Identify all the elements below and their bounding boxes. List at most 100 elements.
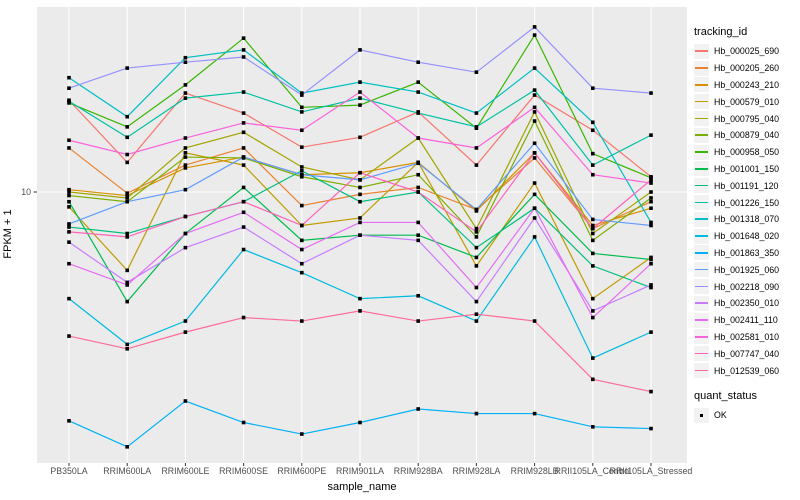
series-color-swatch (695, 336, 708, 338)
data-point (67, 99, 71, 104)
data-point (591, 223, 595, 228)
data-point (416, 90, 420, 94)
data-point (416, 190, 420, 194)
legend-key (694, 363, 709, 379)
data-point (183, 187, 188, 192)
legend-item-Hb_000879_040: Hb_000879_040 (694, 127, 798, 144)
legend-item-Hb_000958_050: Hb_000958_050 (694, 144, 798, 161)
legend-item-Hb_001925_060: Hb_001925_060 (694, 261, 798, 278)
data-point (649, 220, 653, 225)
data-point (532, 319, 537, 323)
series-color-swatch (695, 218, 708, 221)
legend-item-label: Hb_001001_150 (714, 163, 780, 174)
data-point (67, 296, 71, 301)
data-point (183, 60, 188, 65)
legend-item-Hb_012539_060: Hb_012539_060 (694, 362, 798, 379)
data-point (125, 346, 129, 351)
data-point (300, 174, 304, 179)
data-point (358, 185, 362, 190)
data-point (532, 216, 537, 220)
data-point (300, 270, 304, 275)
data-point (416, 60, 420, 65)
data-point (300, 203, 304, 208)
legend-item-label: Hb_002218_090 (714, 281, 780, 292)
data-point (241, 121, 246, 125)
data-point (532, 33, 537, 37)
data-point (532, 181, 537, 185)
legend-item-Hb_002218_090: Hb_002218_090 (694, 278, 798, 295)
data-point (649, 181, 653, 185)
data-point (474, 163, 479, 167)
data-point (649, 255, 653, 260)
legend-key (694, 94, 709, 110)
data-point (591, 356, 595, 360)
legend-item-label: Hb_000243_210 (714, 79, 780, 90)
data-point (125, 445, 129, 449)
data-point (67, 419, 71, 423)
data-point (300, 128, 304, 133)
data-point (241, 55, 246, 59)
data-point (474, 245, 479, 250)
legend-item-Hb_001226_150: Hb_001226_150 (694, 194, 798, 211)
ok-point-icon (699, 413, 704, 418)
data-point (183, 163, 188, 167)
legend-item-Hb_001863_350: Hb_001863_350 (694, 245, 798, 262)
data-point (67, 138, 71, 143)
data-point (591, 377, 595, 382)
legend-item-Hb_000795_040: Hb_000795_040 (694, 110, 798, 127)
quant-status-legend: quant_status OK (694, 390, 798, 424)
data-point (125, 135, 129, 140)
legend-item-Hb_002350_010: Hb_002350_010 (694, 295, 798, 312)
data-point (649, 175, 653, 180)
x-axis-title: sample_name (327, 481, 397, 493)
data-point (67, 205, 71, 209)
data-point (532, 151, 537, 155)
data-point (358, 135, 362, 140)
data-point (183, 151, 188, 155)
legend-title-quant-status: quant_status (694, 389, 757, 402)
data-point (591, 231, 595, 236)
data-point (649, 223, 653, 228)
data-point (358, 216, 362, 220)
x-tick-label: RRIM600PE (277, 466, 326, 476)
data-point (183, 214, 188, 219)
data-point (532, 411, 537, 416)
data-point (300, 91, 304, 95)
data-point (183, 146, 188, 150)
legend-item-label: Hb_001318_070 (714, 214, 780, 225)
data-point (649, 257, 653, 262)
data-point (474, 255, 479, 260)
data-point (241, 163, 246, 167)
data-point (591, 172, 595, 177)
data-point (300, 223, 304, 228)
data-point (649, 91, 653, 95)
data-point (241, 199, 246, 204)
data-point (183, 91, 188, 95)
data-point (125, 268, 129, 273)
series-color-swatch (695, 168, 708, 170)
legend-item-label: Hb_001191_120 (714, 180, 779, 191)
data-point (67, 240, 71, 244)
data-point (532, 110, 537, 114)
x-tick-label: RRIM928BA (394, 466, 443, 476)
data-point (474, 125, 479, 129)
data-point (474, 70, 479, 74)
data-point (591, 217, 595, 222)
data-point (67, 261, 71, 266)
data-point (474, 207, 479, 212)
series-color-swatch (695, 369, 708, 372)
series-color-swatch (695, 67, 708, 69)
legend-item-label: Hb_000879_040 (714, 130, 780, 141)
data-point (649, 190, 653, 194)
data-point (67, 225, 71, 229)
data-point (241, 90, 246, 94)
legend-item-Hb_000243_210: Hb_000243_210 (694, 77, 798, 94)
data-point (358, 90, 362, 94)
legend-item-Hb_001191_120: Hb_001191_120 (694, 177, 798, 194)
data-point (358, 309, 362, 313)
series-color-swatch (695, 84, 708, 86)
data-point (125, 342, 129, 347)
data-point (300, 247, 304, 252)
data-point (416, 80, 420, 84)
data-point (183, 330, 188, 334)
